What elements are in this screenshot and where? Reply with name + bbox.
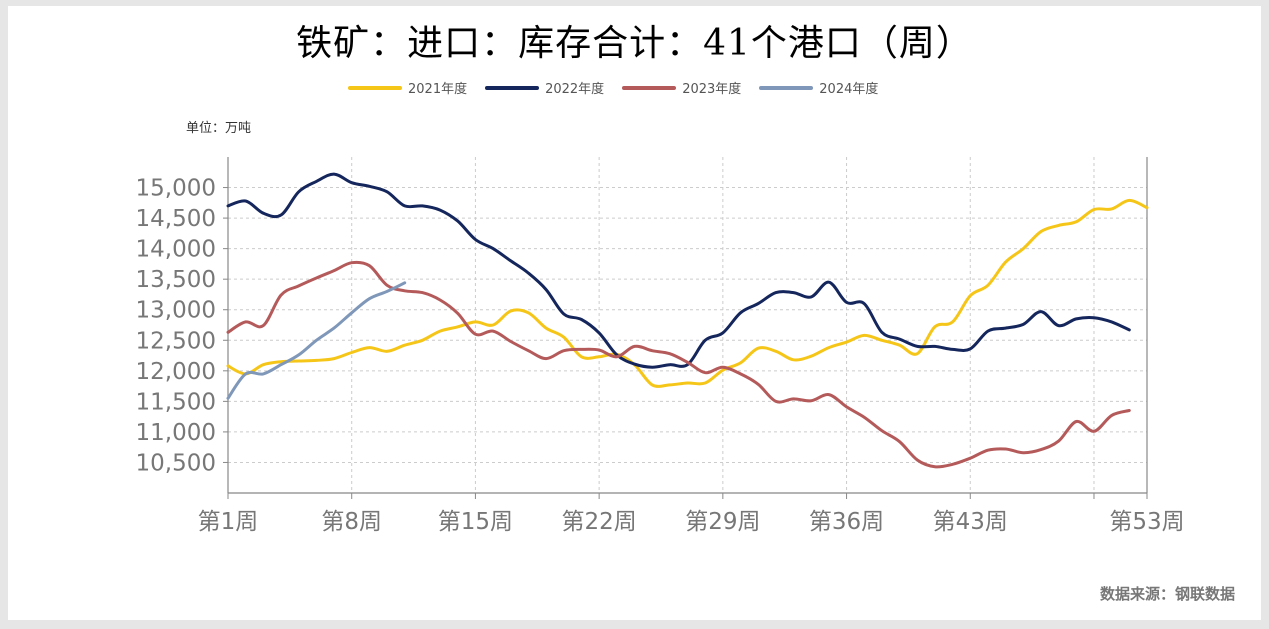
x-tick-label: 第53周 (1109, 509, 1184, 535)
legend-swatch (759, 85, 814, 90)
x-tick-label: 第8周 (321, 509, 382, 535)
legend: 2021年度 2022年度 2023年度 2024年度 (348, 78, 878, 97)
unit-label: 单位：万吨 (186, 121, 252, 136)
legend-label: 2022年度 (545, 82, 605, 97)
y-tick-label: 10,500 (136, 450, 216, 476)
axes (227, 157, 1148, 494)
x-tick-label: 第22周 (561, 509, 636, 535)
series-lines (226, 172, 1149, 469)
legend-label: 2024年度 (819, 82, 879, 97)
legend-item-1: 2021年度 (348, 78, 467, 97)
legend-item-2: 2022年度 (485, 78, 604, 97)
y-tick-label: 14,000 (136, 237, 216, 263)
legend-label: 2021年度 (408, 82, 468, 97)
grid (227, 157, 1148, 493)
legend-item-4: 2024年度 (759, 78, 878, 97)
legend-item-3: 2023年度 (622, 78, 741, 97)
series-line-3 (226, 260, 1131, 469)
source-label: 数据来源：钢联数据 (1099, 585, 1235, 603)
y-tick-label: 14,500 (136, 206, 216, 232)
x-axis-ticks: 第1周 第8周 第15周 第22周 第29周 第36周 第43周 第53周 (198, 493, 1185, 535)
y-tick-label: 15,000 (136, 176, 216, 202)
y-tick-label: 11,500 (136, 389, 216, 415)
series-line-4 (226, 281, 407, 400)
legend-swatch (622, 85, 677, 90)
legend-label: 2023年度 (682, 82, 742, 97)
y-axis-ticks: 10,500 11,000 11,500 12,000 12,500 13,000 13,5… (136, 176, 228, 476)
x-tick-label: 第29周 (685, 509, 760, 535)
x-tick-label: 第43周 (933, 509, 1008, 535)
chart-frame: 铁矿：进口：库存合计：41个港口（周） 2021年度 2022年度 2023年度 20… (8, 6, 1261, 620)
legend-swatch (348, 85, 402, 90)
x-tick-label: 第1周 (198, 509, 259, 535)
y-tick-label: 12,000 (136, 359, 216, 385)
y-tick-label: 13,000 (136, 298, 216, 324)
y-tick-label: 13,500 (136, 267, 216, 293)
legend-swatch (485, 85, 540, 90)
x-tick-label: 第15周 (438, 509, 513, 535)
x-tick-label: 第36周 (809, 509, 884, 535)
series-line-2 (226, 172, 1131, 369)
chart-title: 铁矿：进口：库存合计：41个港口（周） (296, 23, 973, 64)
series-line-1 (226, 198, 1149, 388)
y-tick-label: 11,000 (136, 420, 216, 446)
y-tick-label: 12,500 (136, 328, 216, 354)
